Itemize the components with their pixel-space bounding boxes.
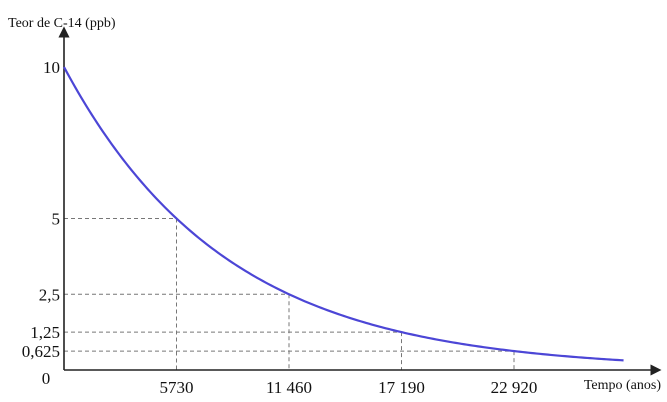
y-tick-label: 0,625 [22,342,60,361]
x-tick-label: 22 920 [491,378,538,397]
y-tick-label: 5 [52,210,61,229]
y-tick-labels: 10 5 2,5 1,250,625 [22,58,60,361]
y-axis-title: Teor de C-14 (ppb) [8,16,116,31]
decay-curve [63,66,624,362]
x-tick-label: 17 190 [378,378,425,397]
origin-label: 0 [42,369,51,388]
y-tick-label: 1,25 [30,323,60,342]
x-tick-label: 5730 [160,378,194,397]
x-axis-title: Tempo (anos) [584,378,662,393]
y-tick-label: 2,5 [39,285,60,304]
guide-lines-layer [64,218,515,370]
x-tick-labels: 5730 11 460 17 190 22 920 [160,378,538,397]
x-tick-label: 11 460 [266,378,312,397]
y-tick-label: 10 [43,58,60,77]
